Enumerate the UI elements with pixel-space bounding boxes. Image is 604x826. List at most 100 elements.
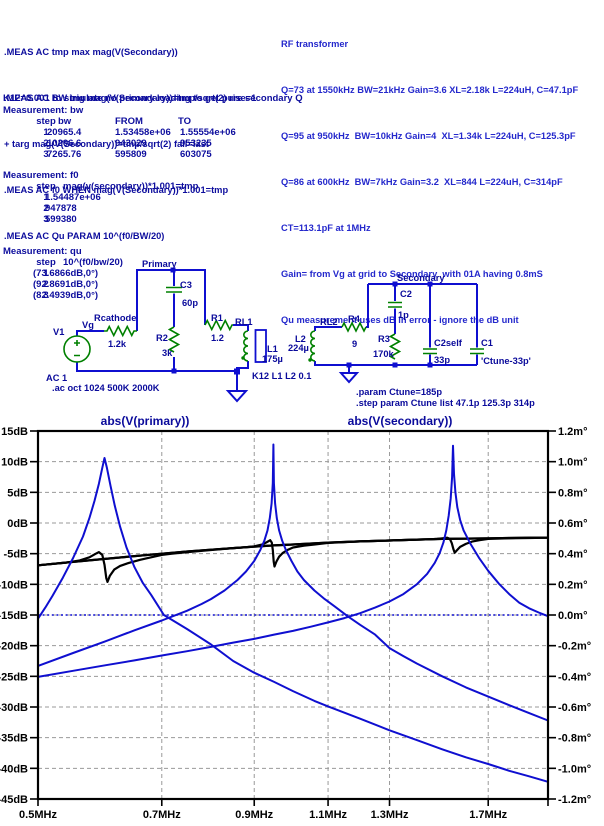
table-row: 1 20965.4 1.53458e+06 1.55554e+06 xyxy=(0,127,300,138)
y-right-tick-label: 0.2m° xyxy=(558,579,587,591)
col-header: FROM xyxy=(115,116,143,127)
inductor-l1[interactable] xyxy=(243,330,249,362)
y-right-tick-label: -1.2m° xyxy=(558,794,591,806)
cell-step: 1 xyxy=(43,127,49,138)
ground-symbol[interactable] xyxy=(338,372,360,384)
label-v1-value[interactable]: AC 1 xyxy=(46,373,67,383)
label-net-secondary[interactable]: Secondary xyxy=(397,273,445,283)
trace xyxy=(37,457,549,783)
y-right-tick-label: 0.8m° xyxy=(558,487,587,499)
label-param-directive[interactable]: .param Ctune=185p xyxy=(356,387,442,397)
cell-to: 603075 xyxy=(180,149,212,160)
directive-line[interactable]: .MEAS AC Qu PARAM 10^(f0/BW/20) xyxy=(4,231,165,241)
measurement-bw-title: Measurement: bw xyxy=(3,105,84,116)
table-header-row: step 10^(f0/bw/20) xyxy=(0,257,300,268)
x-tick-label: 0.9MHz xyxy=(235,809,273,821)
label-r2-value: 3k xyxy=(162,348,173,358)
label-c2self: C2self xyxy=(434,338,463,348)
resistor-r3[interactable] xyxy=(388,333,402,360)
label-r2: R2 xyxy=(156,333,168,343)
capacitor-c1[interactable] xyxy=(470,348,484,355)
table-row: 2 10206.6 943029 953235 xyxy=(0,138,300,149)
comment-line[interactable]: Q=95 at 950kHz BW=10kHz Gain=4 XL=1.34k … xyxy=(281,131,576,141)
comment-line[interactable]: Gain= from Vg at grid to Secondary with … xyxy=(281,269,543,279)
label-r4: R4 xyxy=(348,314,361,324)
directive-line[interactable]: + targ mag(V(Secondary))=tmp/sqrt(2) fal… xyxy=(4,139,209,149)
label-l2: L2 xyxy=(295,334,306,344)
col-header: 10^(f0/bw/20) xyxy=(63,257,123,268)
cell-to: 953235 xyxy=(180,138,212,149)
comment-line[interactable]: Q=73 at 1550kHz BW=21kHz Gain=3.6 XL=2.1… xyxy=(281,85,579,95)
k12-comment[interactable]: K12=0.001 to simulate no primary loading… xyxy=(3,93,303,104)
measurement-bw-table: step bw FROM TO 1 20965.4 1.53458e+06 1.… xyxy=(0,116,300,162)
trace xyxy=(37,536,549,567)
schematic-canvas[interactable]: V1 AC 1 .ac oct 1024 500K 2000K Vg Rcath… xyxy=(0,250,604,413)
resistor-r2[interactable] xyxy=(167,326,181,353)
directive-line[interactable]: .MEAS AC tmp max mag(V(Secondary)) xyxy=(4,47,178,57)
table-row: 3 (82.4939dB,0°) xyxy=(0,290,300,301)
cell-value: 599380 xyxy=(45,214,77,225)
transformer-core xyxy=(254,329,267,363)
label-l2-value: 224µ xyxy=(288,343,309,353)
label-step-directive[interactable]: .step param Ctune list 47.1p 125.3p 314p xyxy=(356,398,535,408)
cell-value: 1.54487e+06 xyxy=(45,192,101,203)
label-net-primary[interactable]: Primary xyxy=(142,259,177,269)
y-left-tick-label: -35dB xyxy=(0,733,28,745)
label-c2-value: 1p xyxy=(398,310,409,320)
junction-dots xyxy=(170,267,433,375)
label-c3: C3 xyxy=(180,280,192,290)
measurement-f0-table: step mag(v(secondary))*1.001=tmp 1 1.544… xyxy=(0,181,300,227)
comment-line[interactable]: Q=86 at 600kHz BW=7kHz Gain=3.2 XL=844 L… xyxy=(281,177,563,187)
resistor-rcathode[interactable] xyxy=(104,324,137,338)
cell-step: 2 xyxy=(43,203,49,214)
label-rcathode-value: 1.2k xyxy=(108,339,127,349)
capacitor-c2self[interactable] xyxy=(423,348,437,355)
y-left-tick-label: -30dB xyxy=(0,702,28,714)
waveform-plot-pane[interactable]: 15dB 10dB 5dB 0dB -5dB -10dB -15dB -20dB -25dB -3… xyxy=(0,413,604,826)
resistor-r4[interactable] xyxy=(341,321,367,333)
y-left-tick-label: -45dB xyxy=(0,794,28,806)
y-left-tick-label: -5dB xyxy=(4,549,29,561)
y-left-tick-label: -20dB xyxy=(0,641,28,653)
measurement-qu-title: Measurement: qu xyxy=(3,246,82,257)
ground-symbol[interactable] xyxy=(225,390,249,403)
label-k12-directive[interactable]: K12 L1 L2 0.1 xyxy=(252,371,311,381)
trace xyxy=(37,443,549,722)
label-c1: C1 xyxy=(481,338,493,348)
comment-line[interactable]: RF transformer xyxy=(281,39,349,49)
cell-step: 2 xyxy=(43,279,49,290)
label-c1-value: 'Ctune-33p' xyxy=(481,356,531,366)
spice-directives[interactable]: .MEAS AC tmp max mag(V(Secondary)) .MEAS… xyxy=(4,11,256,277)
transformer[interactable] xyxy=(241,329,316,363)
y-right-tick-label: -0.8m° xyxy=(558,733,591,745)
voltage-source-v1[interactable] xyxy=(63,335,91,363)
y-left-tick-label: -10dB xyxy=(0,579,28,591)
phase-dot xyxy=(308,358,312,362)
label-c2: C2 xyxy=(400,289,412,299)
capacitor-c2[interactable] xyxy=(388,301,402,308)
label-rl1: RL1 xyxy=(235,317,253,327)
plot-title[interactable]: abs(V(primary)) xyxy=(101,414,190,428)
comment-line[interactable]: CT=113.1pF at 1MHz xyxy=(281,223,371,233)
label-ac-directive[interactable]: .ac oct 1024 500K 2000K xyxy=(52,383,160,393)
cell-value: 947878 xyxy=(45,203,77,214)
trace xyxy=(37,444,549,678)
label-r3: R3 xyxy=(378,334,390,344)
directive-line[interactable]: .MEAS AC BW trig mag(V(Secondary))=tmp/s… xyxy=(4,93,257,103)
resistor-r1[interactable] xyxy=(204,318,233,332)
label-r1-value: 1.2 xyxy=(211,333,224,343)
capacitor-c3[interactable] xyxy=(166,286,182,293)
label-net-vg[interactable]: Vg xyxy=(82,320,94,330)
plot-title[interactable]: abs(V(secondary)) xyxy=(348,414,453,428)
directive-line[interactable]: .MEAS AC f0 WHEN mag(V(Secondary))*1.001… xyxy=(4,185,229,195)
y-left-tick-label: -25dB xyxy=(0,671,28,683)
x-tick-label: 1.3MHz xyxy=(371,809,409,821)
label-l1: L1 xyxy=(267,344,278,354)
wires[interactable] xyxy=(76,269,478,391)
table-row: 3 7265.76 595809 603075 xyxy=(0,149,300,160)
label-r1: R1 xyxy=(211,313,223,323)
col-header: step xyxy=(36,181,56,192)
inductor-l2[interactable] xyxy=(310,330,316,362)
label-v1[interactable]: V1 xyxy=(53,327,64,337)
table-row: 1 (73.6866dB,0°) xyxy=(0,268,300,279)
